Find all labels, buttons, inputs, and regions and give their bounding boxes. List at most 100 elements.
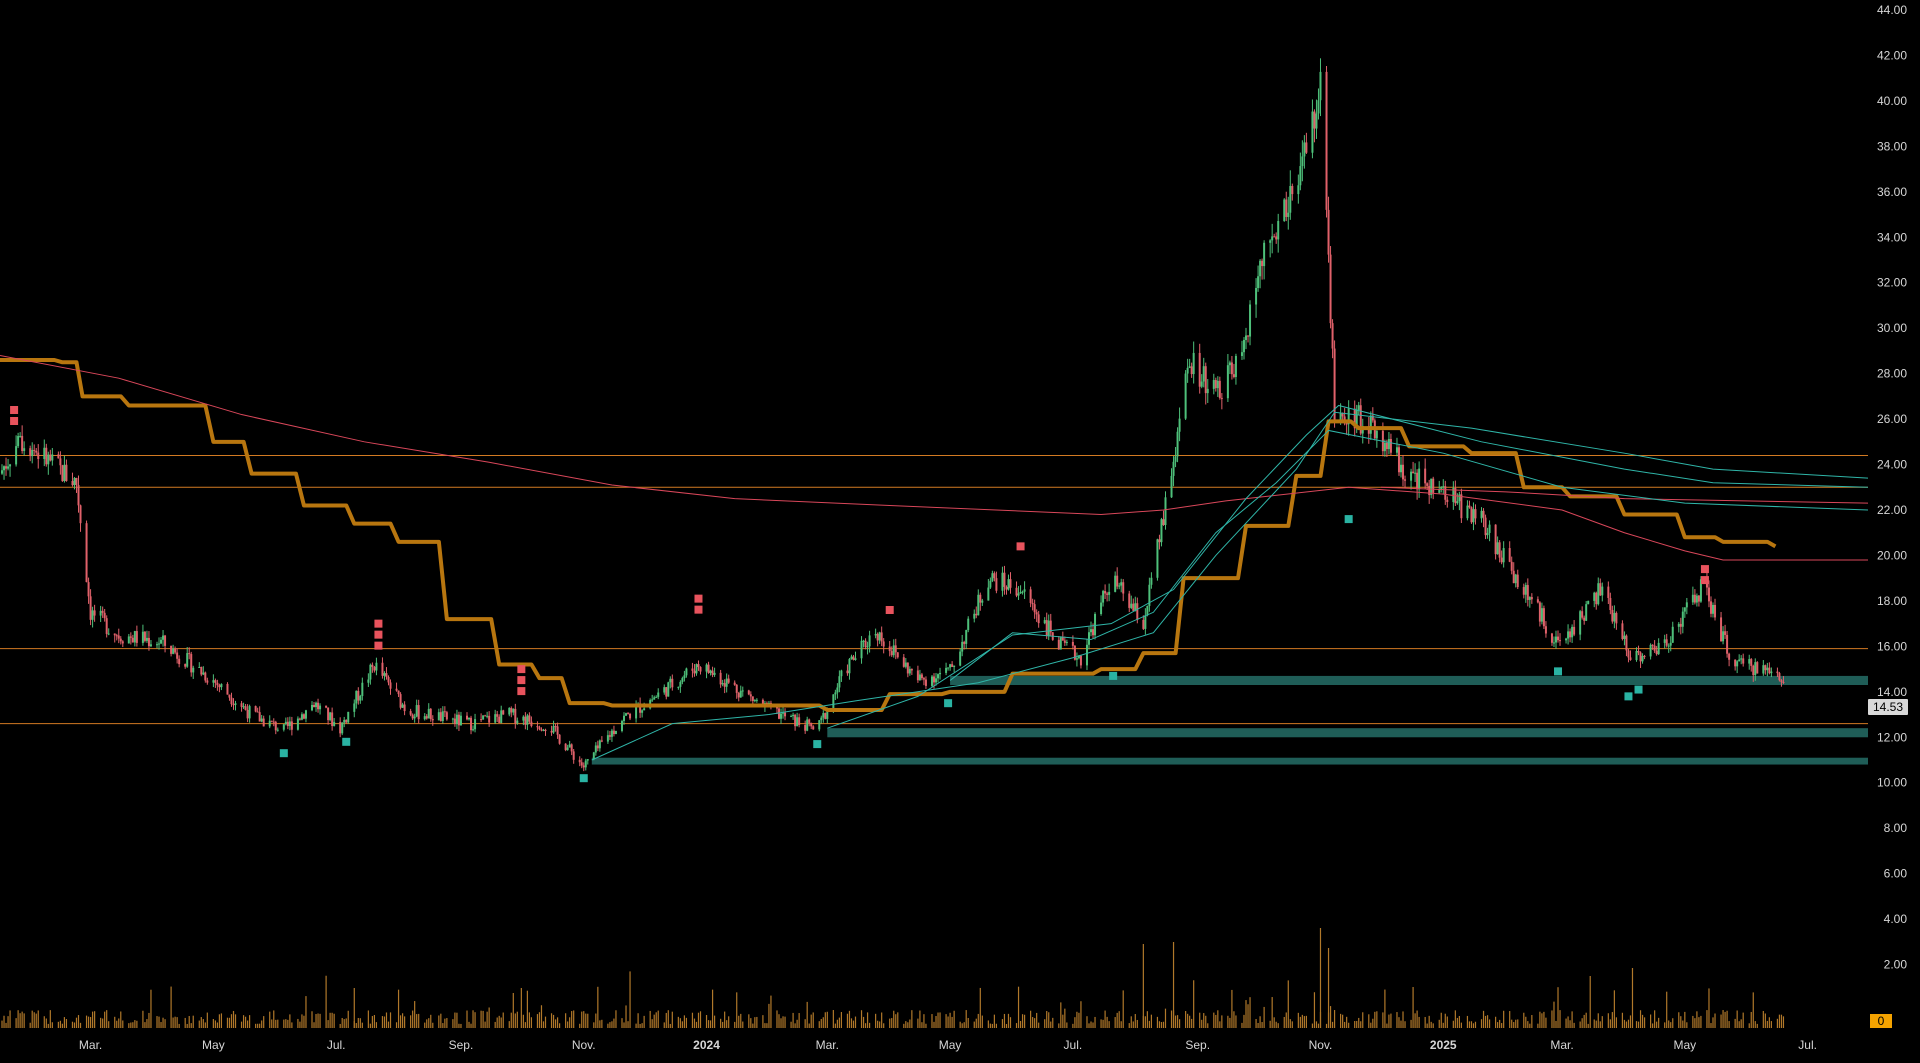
volume-bar bbox=[754, 1017, 756, 1028]
volume-bar bbox=[1301, 1014, 1303, 1028]
volume-bar bbox=[709, 1020, 712, 1028]
candle-body bbox=[1623, 635, 1626, 640]
candle-body bbox=[23, 448, 26, 451]
candle-body bbox=[848, 659, 851, 674]
volume-bar bbox=[77, 1015, 80, 1028]
candle-body bbox=[49, 454, 52, 461]
candle-body bbox=[1019, 592, 1022, 594]
candle-body bbox=[325, 705, 328, 708]
candle-body bbox=[1311, 111, 1314, 153]
volume-bar bbox=[1354, 1021, 1356, 1028]
volume-bar bbox=[850, 1018, 853, 1028]
volume-bar bbox=[9, 1010, 11, 1028]
volume-bar bbox=[283, 1019, 285, 1028]
volume-bar bbox=[454, 1012, 456, 1028]
candle-body bbox=[361, 682, 364, 697]
volume-bar bbox=[854, 1016, 857, 1028]
candle-body bbox=[705, 664, 708, 672]
candle-body bbox=[1275, 236, 1278, 240]
candle-body bbox=[959, 651, 962, 666]
volume-bar bbox=[1273, 1017, 1275, 1028]
volume-bar bbox=[804, 1019, 806, 1028]
volume-bar bbox=[1217, 1010, 1219, 1028]
candle-body bbox=[115, 635, 118, 637]
candle-body bbox=[1679, 623, 1682, 627]
volume-bar bbox=[1531, 1015, 1533, 1028]
candle-body bbox=[192, 667, 195, 673]
y-axis[interactable]: 44.00 42.00 40.00 38.00 36.00 34.00 32.00 30.00… bbox=[1877, 3, 1907, 972]
volume-bar bbox=[1726, 1010, 1728, 1028]
candle-body bbox=[1768, 667, 1771, 674]
volume-bar bbox=[136, 1020, 138, 1028]
volume-bar bbox=[341, 1017, 343, 1028]
candle-body bbox=[1094, 614, 1097, 636]
volume-bar bbox=[875, 1013, 877, 1028]
candle-body bbox=[286, 721, 289, 726]
volume-bar bbox=[1515, 1019, 1517, 1028]
candle-body bbox=[423, 716, 426, 720]
candle-body bbox=[1369, 415, 1372, 434]
volume-bar bbox=[410, 1015, 412, 1028]
x-axis[interactable]: Mar. May Jul. Sep. Nov. 2024 Mar. May Jul. Sep. No… bbox=[79, 1038, 1817, 1052]
volume-bar bbox=[94, 1011, 96, 1028]
candle-body bbox=[51, 454, 54, 461]
volume-bar bbox=[824, 1012, 826, 1028]
candle-body bbox=[1313, 111, 1316, 129]
candle-body bbox=[1597, 583, 1600, 605]
candle-body bbox=[623, 715, 626, 722]
candle-body bbox=[453, 718, 456, 725]
candle-body bbox=[592, 752, 595, 760]
volume-bar bbox=[120, 1011, 122, 1028]
sell-signal-marker bbox=[1016, 542, 1025, 551]
volume-bar bbox=[1440, 1012, 1442, 1028]
candle-body bbox=[784, 712, 787, 717]
candle-body bbox=[1228, 362, 1231, 366]
candle-body bbox=[1581, 611, 1584, 618]
candle-body bbox=[860, 640, 863, 659]
volume-bar bbox=[1782, 1016, 1785, 1028]
candle-body bbox=[1073, 645, 1076, 660]
candle-body bbox=[693, 670, 696, 674]
candle-body bbox=[1375, 430, 1378, 439]
x-tick-label: Mar. bbox=[1550, 1038, 1573, 1052]
candle-body bbox=[429, 708, 432, 719]
candle-body bbox=[1043, 620, 1046, 624]
x-tick-label: Sep. bbox=[1185, 1038, 1210, 1052]
volume-bar bbox=[649, 1010, 651, 1028]
y-tick-label: 10.00 bbox=[1877, 776, 1907, 790]
candle-body bbox=[466, 715, 468, 720]
candle-body bbox=[121, 641, 124, 644]
candle-body bbox=[1738, 659, 1741, 662]
candle-body bbox=[33, 449, 36, 451]
volume-bar bbox=[15, 1018, 17, 1028]
volume-bar bbox=[681, 1021, 683, 1028]
volume-bar bbox=[1509, 1011, 1511, 1028]
candle-body bbox=[268, 720, 271, 727]
volume-bar bbox=[925, 1023, 927, 1028]
volume-bar bbox=[1203, 1013, 1205, 1028]
volume-bar bbox=[287, 1019, 289, 1028]
volume-bar bbox=[1231, 989, 1233, 1028]
volume-bar bbox=[325, 975, 327, 1028]
candle-body bbox=[1516, 574, 1519, 588]
volume-bar bbox=[1243, 1014, 1245, 1028]
volume-bar bbox=[426, 1019, 428, 1028]
volume-bar bbox=[1162, 1021, 1165, 1028]
volume-bar bbox=[1486, 1015, 1489, 1028]
candle-body bbox=[916, 670, 919, 681]
volume-bar bbox=[655, 1012, 657, 1028]
volume-bar bbox=[1736, 1010, 1738, 1028]
candle-body bbox=[570, 744, 573, 752]
volume-bar bbox=[1074, 1017, 1076, 1028]
volume-bar bbox=[1454, 1010, 1456, 1028]
volume-bar bbox=[784, 1016, 786, 1028]
candle-body bbox=[1669, 642, 1672, 646]
volume-bar bbox=[593, 1022, 595, 1028]
volume-bar bbox=[1052, 1017, 1054, 1028]
candle-body bbox=[15, 446, 18, 465]
candle-body bbox=[73, 477, 76, 486]
volume-bar bbox=[722, 1021, 724, 1028]
volume-bar bbox=[993, 1014, 995, 1028]
